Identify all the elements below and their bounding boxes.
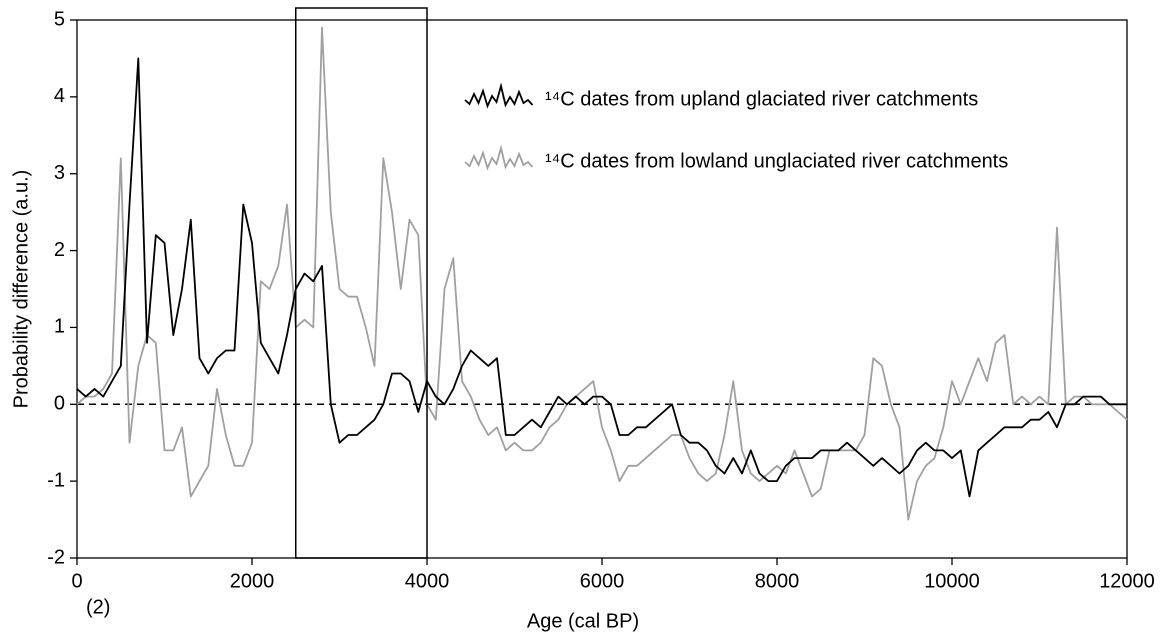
x-tick-label: 8000 [755, 570, 800, 592]
legend-label: ¹⁴C dates from upland glaciated river ca… [545, 88, 978, 110]
y-tick-label: 2 [54, 239, 65, 261]
x-tick-label: 12000 [1099, 570, 1155, 592]
x-tick-label: 0 [71, 570, 82, 592]
y-tick-label: 4 [54, 85, 65, 107]
legend-key [464, 82, 534, 109]
panel-label: (2) [86, 596, 110, 618]
legend-label: ¹⁴C dates from lowland unglaciated river… [545, 150, 1008, 172]
x-axis-label: Age (cal BP) [527, 610, 639, 632]
y-axis-label: Probability difference (a.u.) [10, 170, 32, 409]
y-tick-label: 1 [54, 316, 65, 338]
y-tick-label: 0 [54, 393, 65, 415]
y-tick-label: -1 [47, 469, 65, 491]
x-tick-label: 4000 [405, 570, 450, 592]
data-line [76, 26, 1128, 521]
x-tick-label: 2000 [230, 570, 275, 592]
x-tick-label: 6000 [580, 570, 625, 592]
y-tick-label: -2 [47, 546, 65, 568]
x-tick-label: 10000 [924, 570, 980, 592]
highlight-box [295, 7, 428, 559]
data-line [76, 57, 1127, 498]
legend-key [464, 144, 534, 171]
y-tick-label: 3 [54, 162, 65, 184]
y-tick-label: 5 [54, 8, 65, 30]
